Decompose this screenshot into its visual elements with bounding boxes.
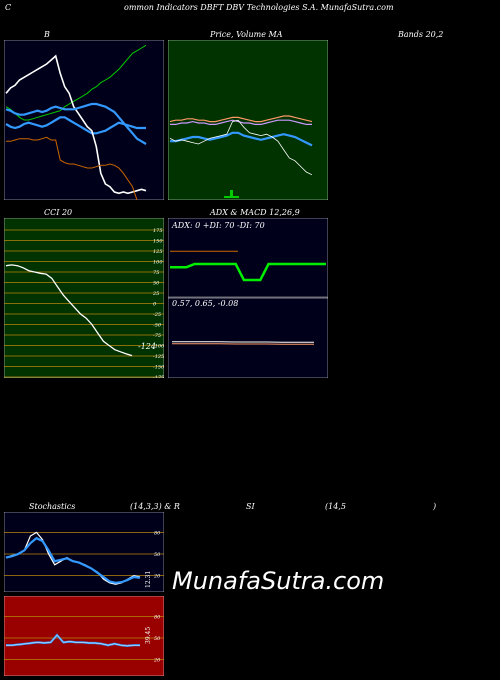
cci-tick-label: -175	[153, 375, 164, 378]
cci-tick-label: -100	[153, 344, 164, 350]
volume-bar	[230, 190, 233, 198]
cci-tick-label: -50	[153, 323, 162, 329]
cci-line	[5, 264, 133, 357]
bollinger-series-2	[5, 54, 147, 195]
bollinger-series-1	[5, 116, 146, 135]
stochastics-tick-label: 50	[154, 552, 161, 558]
cci-title: CCI 20	[44, 208, 73, 217]
cci-chart: 175 150 125 100 75 50 25 0 -25 -50 -75 -100 -125 -150…	[4, 218, 164, 378]
price-volume-series-3	[169, 119, 313, 176]
stochastics-value: 12.31	[145, 571, 152, 588]
rsi-line-overlay	[6, 634, 140, 647]
price-volume-label: Price, Volume MA	[210, 30, 283, 39]
cci-tick-label: 0	[153, 302, 157, 308]
watermark: MunafaSutra.com	[172, 567, 385, 595]
macd-signal-line	[172, 341, 314, 343]
adx-values: ADX: 0 +DI: 70 -DI: 70	[171, 221, 265, 230]
adx-bg	[168, 218, 328, 298]
cci-tick-label: 125	[153, 249, 163, 255]
price-volume-series-0	[169, 115, 313, 123]
rsi-params: (14,5	[325, 502, 346, 511]
bollinger-bg	[4, 40, 164, 200]
cci-tick-label: 25	[152, 291, 159, 297]
rsi-tick-label: 80	[154, 614, 161, 620]
cci-tick-label: -25	[153, 312, 161, 318]
stochastics-label: Stochastics	[29, 502, 76, 511]
stochastics-params: (14,3,3) & R	[130, 502, 180, 511]
macd-chart: 0.57, 0.65, -0.08	[168, 298, 328, 378]
stochastics-chart: 80 50 20 12.31	[4, 512, 164, 592]
rsi-params-close: )	[433, 502, 437, 511]
price-volume-series-2	[170, 131, 313, 147]
rsi-tick-label: 20	[153, 658, 161, 664]
stochastics-tick-label: 80	[154, 530, 161, 536]
cci-value: -124	[138, 342, 156, 351]
bollinger-series-3	[5, 102, 147, 145]
cci-tick-label: 50	[153, 281, 160, 287]
price-volume-series-1	[170, 119, 312, 126]
rsi-tick-label: 50	[154, 636, 161, 642]
page-title: ommon Indicators DBFT DBV Technologies S…	[124, 3, 394, 12]
adx-macd-title: ADX & MACD 12,26,9	[210, 208, 300, 217]
macd-line	[172, 343, 314, 345]
rsi-bg	[4, 596, 164, 676]
cci-tick-label: 75	[153, 270, 159, 276]
stochastics-bg	[4, 512, 164, 592]
cci-tick-label: -150	[153, 365, 164, 371]
stochastics-tick-label: 20	[153, 574, 161, 580]
cci-tick-label: 100	[153, 260, 163, 266]
adx-di-line	[170, 262, 326, 282]
bands-label: B	[44, 30, 50, 39]
bands-right-label: Bands 20,2	[398, 30, 444, 39]
cci-tick-label: 175	[153, 228, 163, 234]
rsi-si-label: SI	[246, 502, 255, 511]
bollinger-series-0	[5, 44, 147, 121]
title-left: C	[5, 3, 12, 12]
cci-tick-label: 150	[153, 239, 163, 245]
cci-bg	[4, 218, 164, 378]
volume-base	[224, 196, 239, 198]
cci-tick-label: -125	[153, 354, 164, 360]
cci-tick-label: -75	[153, 333, 161, 339]
bollinger-chart	[4, 40, 164, 200]
rsi-value: 39.45	[145, 627, 152, 644]
rsi-chart: 80 50 20 39.45	[4, 596, 164, 676]
bollinger-series-4	[6, 136, 138, 200]
price-volume-chart	[168, 40, 328, 200]
macd-values: 0.57, 0.65, -0.08	[172, 299, 238, 308]
macd-bg	[168, 298, 328, 378]
adx-chart: ADX: 0 +DI: 70 -DI: 70	[168, 218, 328, 298]
stochastics-d-line	[5, 536, 141, 584]
